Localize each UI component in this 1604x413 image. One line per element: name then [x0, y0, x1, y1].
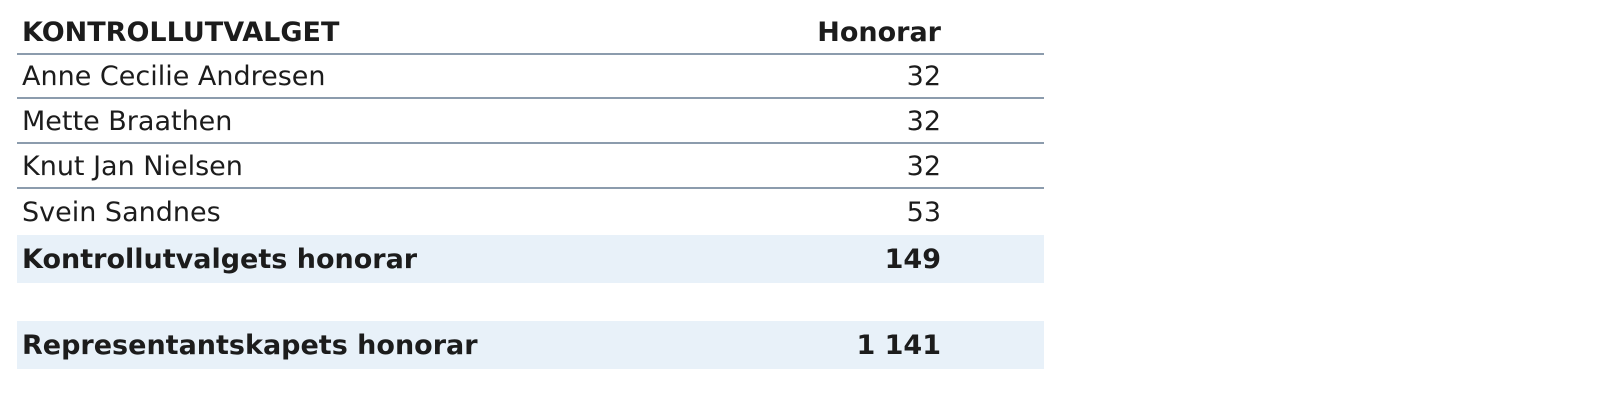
table-row: Anne Cecilie Andresen 32 — [17, 55, 1044, 99]
table-row: Knut Jan Nielsen 32 — [17, 145, 1044, 189]
header-value: Honorar — [817, 17, 941, 48]
total-row: Kontrollutvalgets honorar 149 — [17, 235, 1044, 283]
header-row: KONTROLLUTVALGET Honorar — [17, 12, 1044, 55]
row-value: 53 — [906, 197, 941, 228]
total-row: Representantskapets honorar 1 141 — [17, 321, 1044, 369]
header-label: KONTROLLUTVALGET — [22, 17, 340, 48]
total-label: Representantskapets honorar — [22, 329, 478, 361]
total-value: 149 — [884, 243, 941, 275]
total-label: Kontrollutvalgets honorar — [22, 243, 418, 275]
row-value: 32 — [906, 150, 941, 182]
row-name: Mette Braathen — [22, 105, 233, 137]
table-row: Svein Sandnes 53 — [17, 190, 1044, 235]
row-value: 32 — [906, 105, 941, 137]
row-value: 32 — [906, 60, 941, 92]
row-name: Svein Sandnes — [22, 197, 221, 228]
row-name: Knut Jan Nielsen — [22, 150, 243, 182]
table-row: Mette Braathen 32 — [17, 100, 1044, 144]
row-name: Anne Cecilie Andresen — [22, 60, 326, 92]
total-value: 1 141 — [856, 329, 941, 361]
